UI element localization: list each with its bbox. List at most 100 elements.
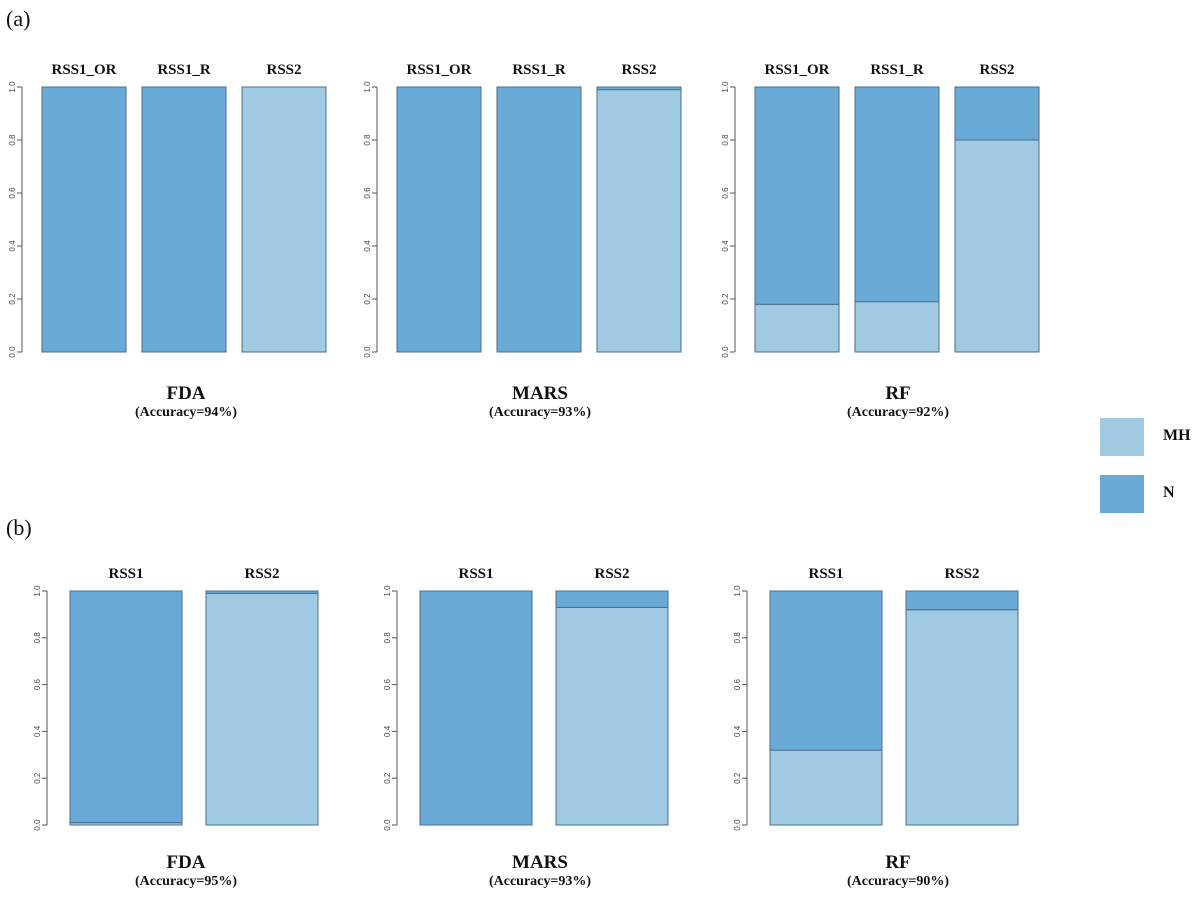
legend-swatch-mh [1100,418,1144,456]
category-label-rss2: RSS2 [944,566,979,582]
y-tick-label: 0.8 [733,632,742,644]
y-tick-label: 0.2 [8,293,17,305]
category-label-rss1-or: RSS1_OR [51,62,116,78]
bar-segment-rss1-mh [769,749,883,826]
y-tick-label: 0.2 [733,772,742,784]
bar-segment-rss2-n [205,590,319,594]
bar-segment-rss1-n [769,590,883,751]
category-label-rss2: RSS2 [621,62,656,78]
y-tick-label: 0.4 [721,240,730,252]
y-tick-label: 0.0 [33,819,42,831]
panel-label-b: (b) [6,515,32,540]
category-label-rss2: RSS2 [979,62,1014,78]
y-tick-label: 1.0 [721,81,730,93]
y-tick-label: 0.6 [33,678,42,690]
legend-label-mh: MH [1163,427,1191,444]
y-tick-label: 0.0 [383,819,392,831]
y-tick-label: 0.8 [8,134,17,146]
chart-a-fda: 0.0 0.2 0.4 0.6 0.8 1.0 RSS1_OR RSS1_R RSS2 [8,62,327,358]
category-label-rss1-or: RSS1_OR [406,62,471,78]
bar-segment-rss1-r-n [141,86,227,353]
y-tick-label: 0.8 [721,134,730,146]
bar-segment-rss2-n [905,590,1019,611]
y-tick-label: 0.8 [33,632,42,644]
chart-title-b-fda: FDA (Accuracy=95%) [66,852,306,890]
chart-title: RF [885,383,911,404]
y-tick-label: 1.0 [33,585,42,597]
chart-subtitle: (Accuracy=93%) [488,405,592,420]
bar-segment-rss1-or-mh [754,303,840,353]
category-label-rss1-r: RSS1_R [157,62,211,78]
chart-a-mars: 0.0 0.2 0.4 0.6 0.8 1.0 RSS1_OR RSS1_R RSS2 [363,62,682,358]
legend-item-n: N [1100,475,1197,515]
bar-segment-rss1-or-n [41,86,127,353]
chart-b-rf: 0.0 0.2 0.4 0.6 0.8 1.0 RSS1 RSS2 [733,566,1019,831]
y-tick-label: 0.6 [733,678,742,690]
legend-label-n: N [1163,484,1175,501]
y-tick-label: 1.0 [733,585,742,597]
bar-segment-rss2-mh [241,86,327,353]
chart-title: MARS [512,852,568,873]
y-tick-label: 0.2 [363,293,372,305]
y-tick-label: 0.0 [8,346,17,358]
chart-title-b-mars: MARS (Accuracy=93%) [420,852,660,890]
bar-segment-rss2-n [954,86,1040,141]
y-tick-label: 0.6 [8,187,17,199]
chart-b-mars: 0.0 0.2 0.4 0.6 0.8 1.0 RSS1 RSS2 [383,566,669,831]
y-tick-label: 0.6 [721,187,730,199]
bar-segment-rss2-n [596,86,682,91]
category-label-rss2: RSS2 [266,62,301,78]
bar-segment-rss1-r-n [496,86,582,353]
y-tick-label: 0.0 [721,346,730,358]
chart-b-fda: 0.0 0.2 0.4 0.6 0.8 1.0 RSS1 RSS2 [33,566,319,831]
y-tick-label: 0.0 [733,819,742,831]
chart-title: FDA [166,852,206,873]
chart-a-rf: 0.0 0.2 0.4 0.6 0.8 1.0 RSS1_OR RSS1_R RSS2 [721,62,1040,358]
bar-segment-rss2-mh [905,609,1019,826]
panel-label-a: (a) [6,6,31,31]
chart-subtitle: (Accuracy=94%) [134,405,238,420]
legend-swatch-n [1100,475,1144,513]
bar-segment-rss1-r-mh [854,301,940,353]
chart-subtitle: (Accuracy=95%) [134,874,238,889]
category-label-rss1: RSS1 [108,566,143,582]
chart-title: FDA [166,383,206,404]
chart-title: RF [885,852,911,873]
bar-segment-rss1-n [69,590,183,824]
y-tick-label: 0.6 [383,678,392,690]
y-tick-label: 0.4 [383,725,392,737]
chart-subtitle: (Accuracy=93%) [488,874,592,889]
category-label-rss1-r: RSS1_R [870,62,924,78]
bar-segment-rss1-or-n [754,86,840,305]
y-tick-label: 0.6 [363,187,372,199]
bar-segment-rss1-n [419,590,533,826]
y-tick-label: 0.4 [733,725,742,737]
category-label-rss2: RSS2 [244,566,279,582]
y-tick-label: 0.0 [363,346,372,358]
y-tick-label: 0.8 [363,134,372,146]
chart-title: MARS [512,383,568,404]
y-tick-label: 0.2 [33,772,42,784]
y-tick-label: 0.2 [383,772,392,784]
category-label-rss1: RSS1 [808,566,843,582]
bar-segment-rss2-mh [954,139,1040,353]
bar-segment-rss2-mh [205,592,319,826]
chart-title-a-mars: MARS (Accuracy=93%) [420,383,660,421]
y-tick-label: 0.2 [721,293,730,305]
y-tick-label: 0.8 [383,632,392,644]
category-label-rss1-r: RSS1_R [512,62,566,78]
chart-subtitle: (Accuracy=92%) [846,405,950,420]
chart-subtitle: (Accuracy=90%) [846,874,950,889]
category-label-rss1: RSS1 [458,566,493,582]
category-label-rss2: RSS2 [594,566,629,582]
chart-title-a-fda: FDA (Accuracy=94%) [66,383,306,421]
y-tick-label: 0.4 [33,725,42,737]
bar-segment-rss1-or-n [396,86,482,353]
y-tick-label: 1.0 [383,585,392,597]
bar-segment-rss1-r-n [854,86,940,303]
category-label-rss1-or: RSS1_OR [764,62,829,78]
y-tick-label: 0.4 [8,240,17,252]
legend-item-mh: MH [1100,418,1197,458]
chart-title-a-rf: RF (Accuracy=92%) [778,383,1018,421]
bar-segment-rss2-mh [555,606,669,826]
